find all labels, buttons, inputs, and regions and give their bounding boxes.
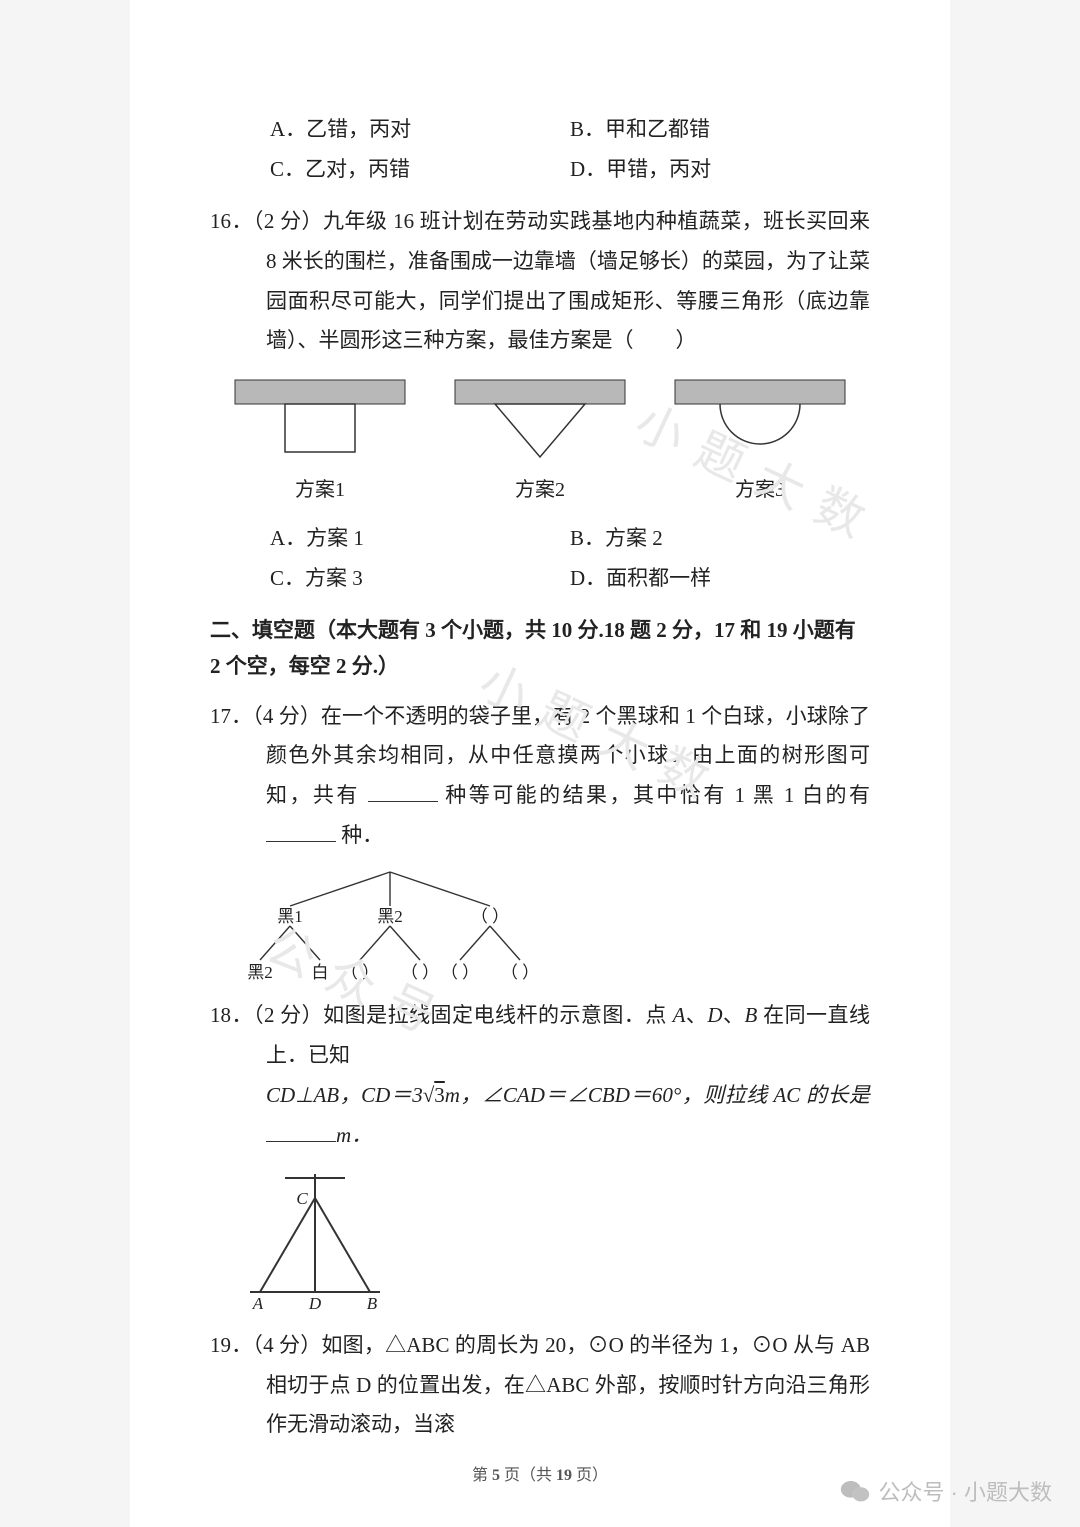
q16-option-b: B．方案 2 (570, 519, 870, 559)
q16-options-row2: C．方案 3 D．面积都一样 (270, 559, 870, 599)
q16-option-c: C．方案 3 (270, 559, 570, 599)
q18-sqrt: √3 (423, 1083, 445, 1107)
tree-node-b2: 白 (312, 963, 329, 982)
tree-node-top2: 黑2 (377, 907, 403, 926)
exam-page: 小题大数 小题大数 公众号 A．乙错，丙对 B．甲和乙都错 C．乙对，丙错 D．… (130, 0, 950, 1527)
q17-text-c: 种． (336, 823, 383, 847)
pager-pre: 第 (472, 1467, 492, 1484)
tree-node-p3: （ ） (441, 963, 479, 982)
q15-option-d: D．甲错，丙对 (570, 150, 870, 190)
q18-text-2c: m． (336, 1123, 372, 1147)
pole-label-C: C (296, 1189, 308, 1208)
tree-node-p2: （ ） (401, 963, 439, 982)
q18-text-1: 18．（2 分）如图是拉线固定电线杆的示意图．点 (210, 1003, 673, 1027)
q15-options-row1: A．乙错，丙对 B．甲和乙都错 (270, 110, 870, 150)
pager-post: 页） (572, 1467, 608, 1484)
plan2-label: 方案2 (515, 471, 565, 509)
q18-sep1: 、 (685, 1003, 707, 1027)
q18-text-2b: m，∠CAD＝∠CBD＝60°，则拉线 AC 的长是 (445, 1083, 870, 1107)
pole-label-D: D (308, 1294, 322, 1313)
q15-option-a: A．乙错，丙对 (270, 110, 570, 150)
tree-node-top1: 黑1 (277, 907, 303, 926)
q18: 18．（2 分）如图是拉线固定电线杆的示意图．点 A、D、B 在同一直线上．已知… (266, 996, 870, 1156)
tree-node-p1: （ ） (341, 963, 379, 982)
q18-label-A: A (673, 1003, 686, 1027)
q18-label-D: D (707, 1003, 722, 1027)
tree-node-b1: 黑2 (247, 963, 273, 982)
pole-label-A: A (252, 1294, 264, 1313)
footer-brand: 公众号 · 小题大数 (840, 1475, 1052, 1507)
plan1-diagram (230, 375, 410, 465)
pole-label-B: B (367, 1294, 378, 1313)
q17-blank-1 (368, 781, 438, 802)
section2-heading: 二、填空题（本大题有 3 个小题，共 10 分.18 题 2 分，17 和 19… (210, 613, 870, 684)
q18-pole-diagram: C A D B (230, 1164, 400, 1314)
pager-cur: 5 (492, 1467, 500, 1484)
q16-options-row1: A．方案 1 B．方案 2 (270, 519, 870, 559)
q17: 17．（4 分）在一个不透明的袋子里，有 2 个黑球和 1 个白球，小球除了颜色… (266, 697, 870, 857)
plan1-label: 方案1 (295, 471, 345, 509)
q16-option-d: D．面积都一样 (570, 559, 870, 599)
q19-text: 19．（4 分）如图，△ABC 的周长为 20，⊙O 的半径为 1，⊙O 从与 … (210, 1333, 870, 1437)
page-number: 第 5 页（共 19 页） (130, 1461, 950, 1491)
pager-mid: 页（共 (500, 1467, 556, 1484)
q19: 19．（4 分）如图，△ABC 的周长为 20，⊙O 的半径为 1，⊙O 从与 … (266, 1326, 870, 1446)
q18-sep2: 、 (723, 1003, 745, 1027)
tree-node-top3: （ ） (471, 907, 509, 926)
pager-total: 19 (556, 1467, 572, 1484)
wechat-icon (840, 1478, 870, 1504)
plan2-diagram (450, 375, 630, 465)
plan3-diagram (670, 375, 850, 465)
q15-option-c: C．乙对，丙错 (270, 150, 570, 190)
q15-option-b: B．甲和乙都错 (570, 110, 870, 150)
q16-text: 16．（2 分）九年级 16 班计划在劳动实践基地内种植蔬菜，班长买回来 8 米… (266, 202, 870, 362)
q15-options-row2: C．乙对，丙错 D．甲错，丙对 (270, 150, 870, 190)
q16-diagrams (210, 375, 870, 465)
tree-node-p4: （ ） (501, 963, 539, 982)
q18-text-2a: CD⊥AB，CD＝3 (266, 1083, 423, 1107)
q18-blank (266, 1121, 336, 1142)
q16-plan-labels: 方案1 方案2 方案3 (210, 471, 870, 509)
q16: 16．（2 分）九年级 16 班计划在劳动实践基地内种植蔬菜，班长买回来 8 米… (210, 202, 870, 599)
q17-text-b: 种等可能的结果，其中恰有 1 黑 1 白的有 (438, 783, 870, 807)
q18-label-B: B (745, 1003, 758, 1027)
plan3-label: 方案3 (735, 471, 785, 509)
q17-blank-2 (266, 821, 336, 842)
footer-text: 公众号 · 小题大数 (878, 1475, 1052, 1507)
q16-option-a: A．方案 1 (270, 519, 570, 559)
q17-tree-diagram: 黑1 黑2 （ ） 黑2 白 （ ） （ ） （ ） （ ） (230, 864, 550, 984)
